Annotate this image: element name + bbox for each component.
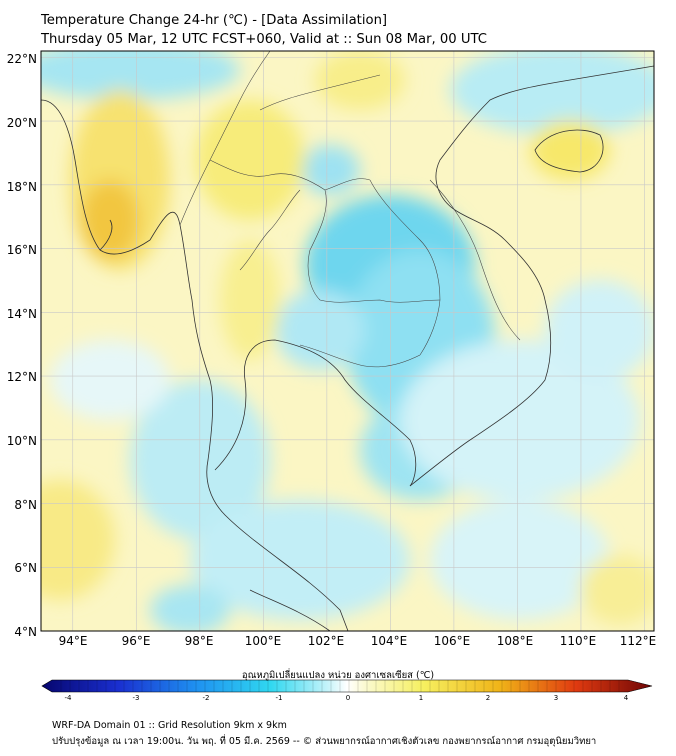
colorbar-tick-2: 2: [486, 694, 490, 702]
colorbar-tick-minus1: -1: [276, 694, 283, 702]
colorbar: -4 -3 -2 -1 0 1 2 3 4: [41, 679, 653, 702]
lat-label-12n: 12°N: [7, 370, 37, 384]
map-frame: [40, 50, 655, 632]
lat-label-18n: 18°N: [7, 180, 37, 194]
title-line-2: Thursday 05 Mar, 12 UTC FCST+060, Valid …: [41, 32, 488, 47]
lat-label-10n: 10°N: [7, 434, 37, 448]
footer-credit: ปรับปรุงข้อมูล ณ เวลา 19:00น. วัน พฤ. ที…: [52, 736, 597, 747]
colorbar-tick-minus4: -4: [65, 694, 73, 702]
lon-label-110e: 110°E: [560, 634, 597, 648]
country-borders: [179, 51, 521, 368]
lon-label-106e: 106°E: [434, 634, 471, 648]
latitude-axis: 22°N 20°N 18°N 16°N 14°N 12°N 10°N 8°N 6…: [7, 52, 37, 639]
colorbar-tick-0: 0: [346, 694, 350, 702]
colorbar-tick-4: 4: [624, 694, 629, 702]
colorbar-tick-minus3: -3: [133, 694, 140, 702]
lon-label-108e: 108°E: [497, 634, 534, 648]
map-title: Temperature Change 24-hr (℃) - [Data Ass…: [41, 11, 487, 49]
lon-label-102e: 102°E: [308, 634, 345, 648]
colorbar-tick-1: 1: [419, 694, 423, 702]
colorbar-label: อุณหภูมิเปลี่ยนแปลง หน่วย องศาเซลเซียส (…: [241, 670, 435, 681]
lat-label-6n: 6°N: [14, 561, 37, 575]
colorbar-ramp: [41, 679, 653, 693]
lat-label-16n: 16°N: [7, 243, 37, 257]
lat-label-8n: 8°N: [14, 498, 37, 512]
colorbar-tick-minus2: -2: [203, 694, 210, 702]
gridlines: [41, 51, 654, 631]
lon-label-100e: 100°E: [245, 634, 282, 648]
lat-label-14n: 14°N: [7, 307, 37, 321]
lat-label-4n: 4°N: [14, 625, 37, 639]
colorbar-tick-3: 3: [554, 694, 558, 702]
footer-domain-info: WRF-DA Domain 01 :: Grid Resolution 9km …: [52, 720, 287, 731]
lat-label-20n: 20°N: [7, 116, 37, 130]
longitude-axis: 94°E 96°E 98°E 100°E 102°E 104°E 106°E 1…: [59, 634, 657, 648]
lat-label-22n: 22°N: [7, 52, 37, 66]
temperature-field: [41, 51, 654, 631]
lon-label-98e: 98°E: [185, 634, 214, 648]
lon-label-94e: 94°E: [59, 634, 88, 648]
lon-label-104e: 104°E: [371, 634, 408, 648]
title-line-1: Temperature Change 24-hr (℃) - [Data Ass…: [41, 13, 388, 28]
coastlines: [41, 65, 654, 631]
lon-label-112e: 112°E: [620, 634, 657, 648]
lon-label-96e: 96°E: [122, 634, 151, 648]
